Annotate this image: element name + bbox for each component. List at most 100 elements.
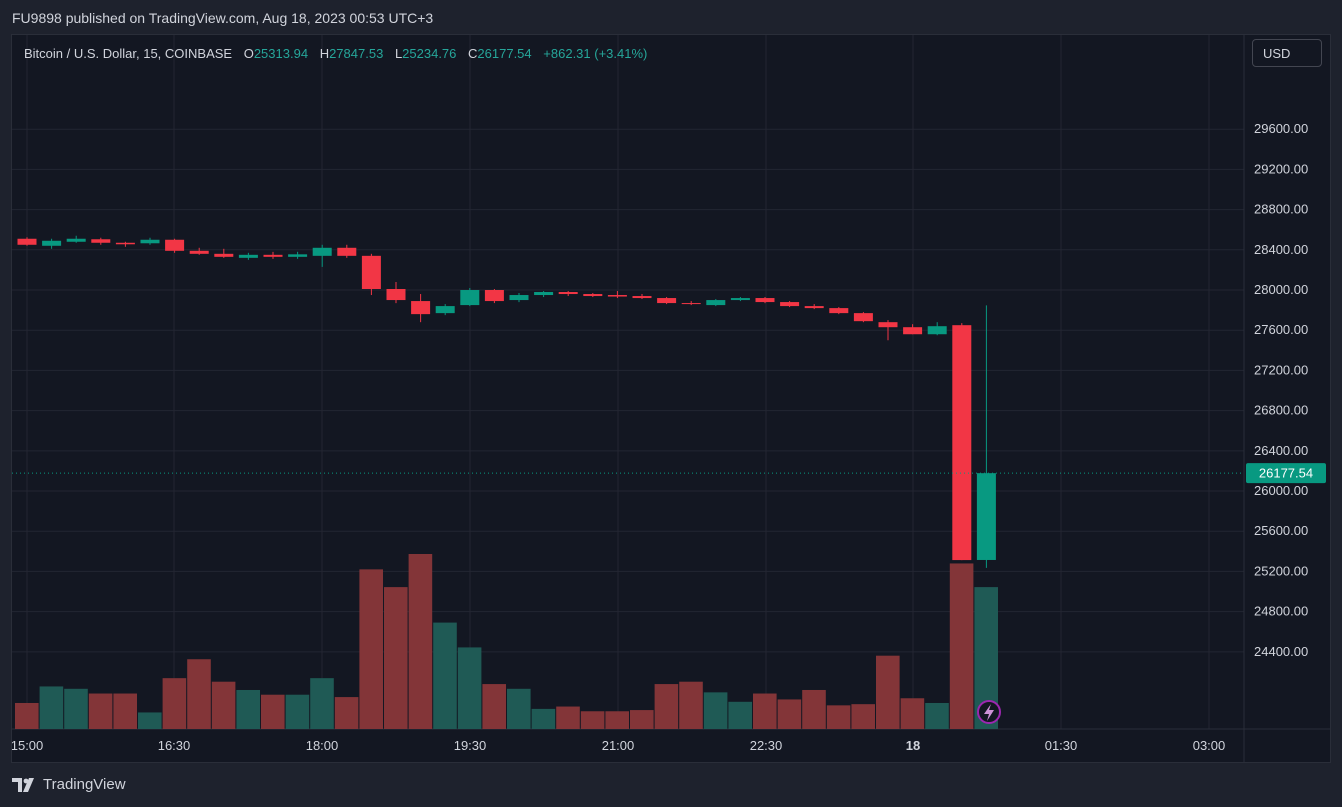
- candle-body: [730, 298, 750, 301]
- chart-panel[interactable]: 29600.00 29200.00 28800.00 28400.00 28000.00…: [11, 34, 1331, 763]
- lightning-icon[interactable]: [977, 700, 1001, 724]
- volume-bar: [162, 678, 187, 729]
- volume-bar: [777, 699, 802, 729]
- volume-bar: [384, 587, 408, 729]
- volume-bar: [531, 708, 556, 729]
- tradingview-logo[interactable]: TradingView: [12, 776, 126, 793]
- candle-body: [115, 242, 135, 245]
- candle-body: [386, 289, 406, 301]
- price-chart[interactable]: 29600.00 29200.00 28800.00 28400.00 28000.00…: [12, 35, 1330, 762]
- candle-body: [583, 294, 603, 297]
- high-label: H: [319, 46, 330, 61]
- candle-body: [165, 239, 185, 251]
- time-tick-label: 18:00: [306, 738, 339, 753]
- candle-body: [657, 298, 677, 304]
- close-label: C: [468, 46, 478, 61]
- candle-body: [312, 247, 332, 256]
- candle-body: [804, 306, 824, 309]
- candle-body: [361, 255, 381, 290]
- candle-body: [976, 473, 996, 560]
- open-value: 25313.94: [253, 46, 309, 61]
- candle-body: [17, 238, 37, 245]
- last-price-text: 26177.54: [1259, 466, 1313, 481]
- price-axis[interactable]: 29600.00 29200.00 28800.00 28400.00 28000.00…: [1254, 121, 1308, 659]
- volume-bar: [187, 659, 211, 729]
- candle-body: [411, 301, 431, 315]
- volume-bar: [630, 710, 654, 729]
- candle-body: [558, 292, 578, 295]
- time-tick-label: 15:00: [12, 738, 43, 753]
- volume-bar: [605, 711, 629, 729]
- price-tick-label: 27200.00: [1254, 362, 1308, 377]
- volume-bar: [900, 698, 925, 729]
- candle-body: [189, 250, 209, 254]
- candle-body: [435, 306, 455, 314]
- time-tick-label: 22:30: [750, 738, 783, 753]
- tradingview-brand: TradingView: [43, 776, 126, 793]
- price-tick-label: 26400.00: [1254, 443, 1308, 458]
- price-tick-label: 25200.00: [1254, 563, 1308, 578]
- volume-bar: [88, 693, 113, 729]
- volume-bar: [433, 622, 457, 729]
- change-value: +862.31 (+3.41%): [543, 46, 648, 61]
- volume-bar: [482, 684, 506, 729]
- volume-bar: [113, 693, 137, 729]
- candle-body: [337, 247, 357, 256]
- publish-header: FU9898 published on TradingView.com, Aug…: [12, 10, 434, 26]
- candle-body: [91, 239, 111, 243]
- candle-body: [927, 326, 947, 335]
- candle-body: [66, 238, 86, 242]
- candle-body: [238, 254, 258, 258]
- candle-body: [607, 295, 627, 297]
- low-label: L: [394, 46, 403, 61]
- symbol-title[interactable]: Bitcoin / U.S. Dollar, 15, COINBASE: [24, 46, 233, 61]
- candle-body: [853, 313, 873, 322]
- tradingview-logo-icon: [12, 777, 34, 792]
- volume-bar: [15, 702, 39, 729]
- price-tick-label: 29600.00: [1254, 121, 1308, 136]
- close-value: 26177.54: [477, 46, 532, 61]
- time-tick-label: 03:00: [1193, 738, 1226, 753]
- candle-body: [780, 302, 800, 307]
- candle-body: [706, 300, 726, 306]
- open-label: O: [243, 46, 254, 61]
- volume-bar: [457, 647, 482, 729]
- volume-bar: [654, 684, 679, 729]
- volume-bar: [974, 587, 998, 729]
- time-axis[interactable]: 15:00 16:30 18:00 19:30 21:00 22:30 18 01:30 03:…: [12, 738, 1225, 753]
- volume-bar: [64, 688, 88, 729]
- volume-bar: [802, 689, 826, 729]
- time-tick-label: 19:30: [454, 738, 487, 753]
- volume-bar: [826, 705, 851, 729]
- currency-button[interactable]: USD: [1252, 39, 1322, 67]
- time-tick-label: 18: [906, 738, 920, 753]
- volume-bar: [39, 686, 64, 729]
- candle-body: [632, 296, 652, 299]
- candle-body: [509, 295, 529, 301]
- candle-body: [140, 239, 160, 244]
- candle-body: [903, 327, 923, 335]
- candle-body: [681, 303, 701, 305]
- volume-bar: [753, 693, 777, 729]
- candle-body: [878, 322, 898, 328]
- candle-body: [460, 290, 480, 306]
- last-price-label: 26177.54: [1246, 463, 1326, 484]
- candle-body: [952, 325, 972, 561]
- volume-bar: [334, 697, 359, 729]
- volume-bar: [507, 688, 531, 729]
- volume-bar: [285, 694, 310, 729]
- price-tick-label: 26800.00: [1254, 403, 1308, 418]
- grid-lines: [12, 35, 1330, 762]
- time-tick-label: 16:30: [158, 738, 191, 753]
- price-tick-label: 24400.00: [1254, 644, 1308, 659]
- time-tick-label: 01:30: [1045, 738, 1078, 753]
- volume-bar: [236, 689, 260, 729]
- volume-bar: [138, 712, 162, 729]
- volume-bar: [310, 678, 334, 729]
- volume-bar: [949, 563, 974, 729]
- volume-bar: [408, 554, 433, 729]
- candle-body: [288, 254, 308, 257]
- symbol-legend: Bitcoin / U.S. Dollar, 15, COINBASE O253…: [24, 46, 647, 61]
- price-tick-label: 27600.00: [1254, 322, 1308, 337]
- candle-body: [263, 254, 283, 257]
